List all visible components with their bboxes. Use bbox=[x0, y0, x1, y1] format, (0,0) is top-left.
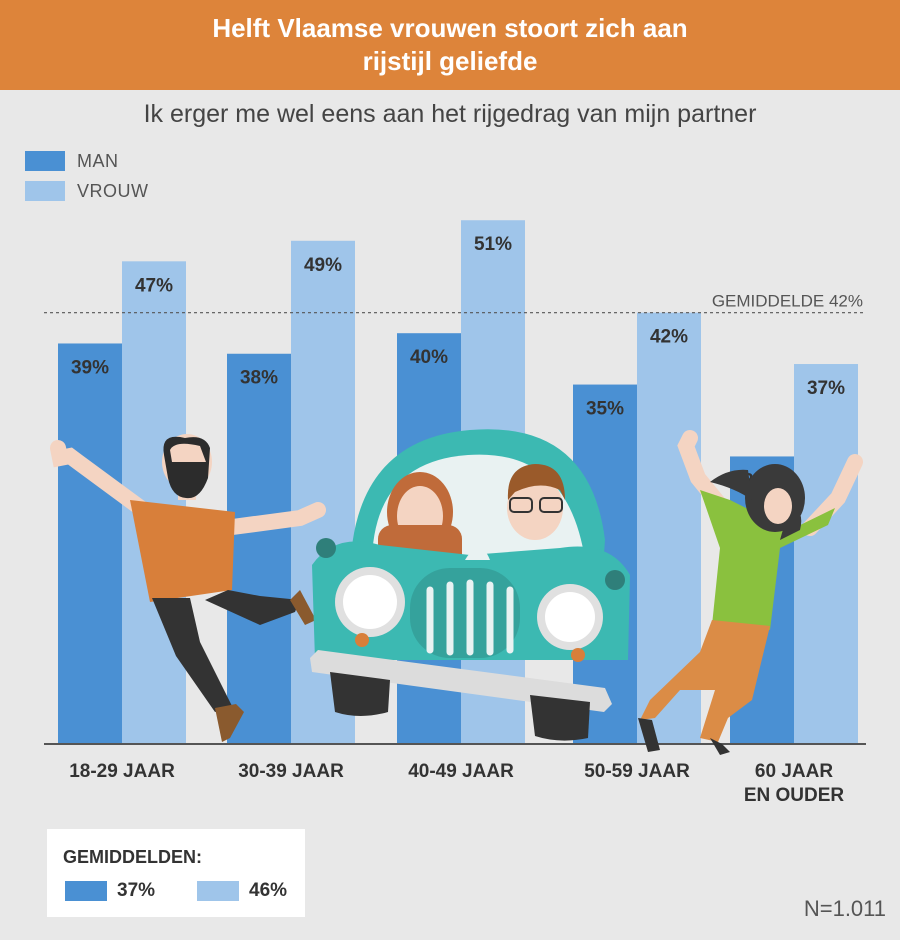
title-line-2: rijstijl geliefde bbox=[362, 46, 538, 76]
bar-man-0 bbox=[58, 343, 122, 744]
data-label-vrouw-4: 37% bbox=[807, 378, 845, 399]
average-vrouw-value: 46% bbox=[249, 880, 288, 901]
data-label-vrouw-2: 51% bbox=[474, 234, 512, 255]
x-tick-label-3: 50-59 JAAR bbox=[584, 761, 690, 782]
title-line-1: Helft Vlaamse vrouwen stoort zich aan bbox=[212, 13, 688, 43]
legend-label-vrouw: VROUW bbox=[77, 180, 149, 201]
average-reference-label: GEMIDDELDE 42% bbox=[712, 292, 863, 311]
data-label-man-0: 39% bbox=[71, 357, 109, 378]
sample-size: N=1.011 bbox=[803, 896, 886, 921]
reference-line-layer: GEMIDDELDE 42% bbox=[44, 292, 864, 314]
data-label-man-2: 40% bbox=[410, 347, 448, 368]
data-label-man-3: 35% bbox=[586, 399, 624, 420]
illustration-layer bbox=[50, 429, 863, 755]
legend-item-vrouw: VROUW bbox=[25, 176, 149, 206]
data-label-vrouw-0: 47% bbox=[135, 275, 173, 296]
legend-swatch-man bbox=[25, 151, 65, 171]
x-tick-label-1: 30-39 JAAR bbox=[238, 761, 344, 782]
man-jumping-icon bbox=[50, 434, 326, 742]
average-man-swatch bbox=[65, 881, 107, 901]
averages-box: GEMIDDELDEN: 37% 46% bbox=[47, 829, 305, 917]
data-label-vrouw-1: 49% bbox=[304, 255, 342, 276]
x-tick-label-4-1: EN OUDER bbox=[744, 785, 845, 806]
car-with-couple-icon bbox=[310, 429, 630, 741]
chart-subtitle: Ik erger me wel eens aan het rijgedrag v… bbox=[143, 100, 757, 128]
x-tick-label-0: 18-29 JAAR bbox=[69, 761, 175, 782]
averages-title: GEMIDDELDEN: bbox=[63, 847, 202, 867]
average-vrouw: 46% bbox=[197, 880, 287, 902]
legend-item-man: MAN bbox=[25, 146, 149, 176]
average-man-value: 37% bbox=[117, 880, 156, 901]
legend-swatch-vrouw bbox=[25, 181, 65, 201]
woman-jumping-icon bbox=[638, 430, 863, 755]
legend-label-man: MAN bbox=[77, 150, 119, 171]
average-vrouw-swatch bbox=[197, 881, 239, 901]
chart-legend: MAN VROUW bbox=[25, 146, 149, 206]
bar-vrouw-4 bbox=[794, 364, 858, 744]
data-label-man-1: 38% bbox=[240, 368, 278, 389]
x-tick-label-2: 40-49 JAAR bbox=[408, 761, 514, 782]
x-tick-label-4-0: 60 JAAR bbox=[755, 761, 833, 782]
bar-man-1 bbox=[227, 353, 291, 744]
title-banner: Helft Vlaamse vrouwen stoort zich aan ri… bbox=[0, 0, 900, 90]
data-label-vrouw-3: 42% bbox=[650, 327, 688, 348]
average-man: 37% bbox=[65, 880, 155, 902]
